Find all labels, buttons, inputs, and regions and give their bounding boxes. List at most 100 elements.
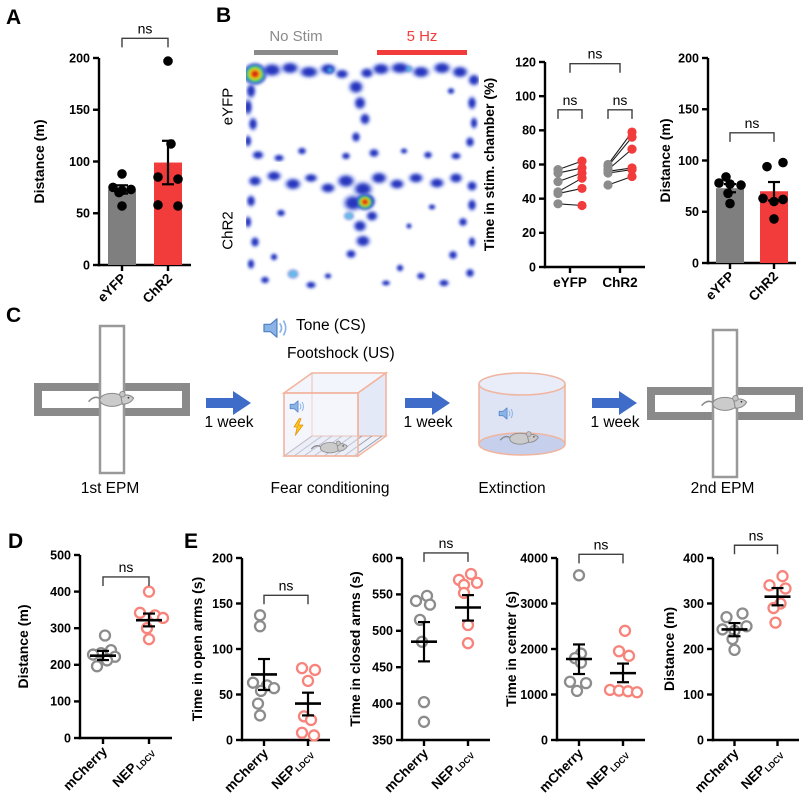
data-point bbox=[572, 569, 586, 582]
y-tick-label: 2000 bbox=[520, 642, 548, 656]
caption-extinction: Extinction bbox=[478, 480, 546, 497]
second-epm-illustration bbox=[647, 328, 803, 479]
data-point bbox=[163, 56, 173, 66]
heatmap-blob bbox=[342, 210, 355, 221]
y-tick-label: 400 bbox=[683, 551, 704, 565]
panel-a-label: A bbox=[6, 6, 22, 29]
heatmap-blob bbox=[271, 152, 286, 162]
y-tick-label: 300 bbox=[50, 622, 71, 636]
panel-d-distance-chart-svg: 0 100 200 300 400 500 Distance (m) mCherry NEPLD… bbox=[15, 548, 172, 793]
significance-label: ns bbox=[439, 535, 454, 551]
significance-label: ns bbox=[279, 577, 294, 593]
heatmap-blob bbox=[446, 86, 457, 96]
data-point bbox=[140, 622, 154, 635]
panel-e-closed-arms-chart-svg: 350 400 450 500 550 600 Time in closed arms (s… bbox=[347, 535, 490, 795]
heatmap-blob bbox=[427, 203, 438, 212]
panel-e-label: E bbox=[184, 530, 199, 553]
y-axis-title: Distance (m) bbox=[657, 118, 673, 202]
panel-d-label: D bbox=[8, 530, 24, 553]
y-tick-label: 60 bbox=[522, 158, 536, 172]
axis-labels: 0 50 100 150 200 Distance (m) eYFP ChR2 bbox=[657, 51, 781, 304]
data-points bbox=[553, 127, 637, 211]
significance-label: ns bbox=[588, 46, 603, 62]
data-points bbox=[409, 567, 484, 728]
heatmap-eyfp bbox=[246, 60, 479, 162]
data-point bbox=[90, 660, 104, 673]
y-tick-label: 20 bbox=[522, 226, 536, 240]
y-tick-label: 150 bbox=[69, 103, 90, 117]
data-point bbox=[627, 144, 637, 154]
significance-label: ns bbox=[563, 92, 578, 108]
significance-bracket bbox=[423, 552, 469, 562]
axes bbox=[707, 556, 799, 746]
y-tick-label: 50 bbox=[219, 688, 233, 702]
y-tick-label: 4000 bbox=[520, 551, 548, 565]
y-tick-label: 300 bbox=[683, 597, 704, 611]
heatmap-blob bbox=[249, 235, 262, 250]
data-point bbox=[470, 576, 484, 589]
x-category-label: mCherry bbox=[692, 745, 742, 795]
y-tick-label: 150 bbox=[212, 597, 233, 611]
data-point bbox=[295, 726, 309, 739]
significance-bracket bbox=[729, 132, 775, 142]
data-point bbox=[725, 198, 735, 209]
x-category-label: NEPLDCV bbox=[110, 743, 158, 791]
heatmap-blob bbox=[463, 266, 476, 279]
data-points bbox=[716, 570, 792, 657]
data-point bbox=[166, 139, 176, 149]
data-point bbox=[720, 611, 733, 624]
heatmap-blob bbox=[465, 178, 479, 193]
heatmap-blob bbox=[324, 65, 335, 75]
heatmap-blob bbox=[421, 149, 434, 160]
data-point bbox=[612, 645, 626, 658]
data-point bbox=[728, 643, 741, 657]
axis-labels: 0 100 200 300 400 500 Distance (m) mCherry NEPLD… bbox=[15, 548, 158, 793]
x-category-label: eYFP bbox=[703, 269, 737, 303]
y-tick-label: 550 bbox=[372, 588, 393, 602]
x-category-label: NEPLDCV bbox=[738, 745, 786, 793]
data-point bbox=[308, 663, 322, 677]
y-tick-label: 50 bbox=[76, 207, 90, 221]
significance-label: ns bbox=[745, 115, 760, 131]
panel-a-distance-chart: 0 50 100 150 200 Distance (m) eYFP ChR2 ns bbox=[4, 10, 209, 317]
heatmap-blob bbox=[274, 208, 287, 219]
y-tick-label: 50 bbox=[685, 205, 699, 219]
data-point bbox=[156, 611, 170, 625]
data-points bbox=[86, 585, 170, 673]
heatmap-blob bbox=[304, 280, 319, 291]
axes bbox=[74, 553, 172, 744]
y-tick-label: 100 bbox=[683, 688, 704, 702]
fear-conditioning-chamber bbox=[281, 371, 389, 458]
heatmap-blob bbox=[332, 67, 351, 81]
x-category-label: ChR2 bbox=[602, 275, 637, 290]
y-tick-label: 600 bbox=[372, 551, 393, 565]
data-point bbox=[577, 183, 587, 194]
data-point bbox=[563, 675, 577, 688]
data-point bbox=[126, 184, 136, 195]
heatmap-blob bbox=[467, 235, 477, 250]
x-category-label: mCherry bbox=[536, 745, 586, 795]
no-stim-label: No Stim bbox=[269, 28, 323, 45]
y-tick-label: 40 bbox=[522, 192, 536, 206]
panel-e-center-chart-svg: 0 1000 2000 3000 4000 Time in center (s) mCher… bbox=[503, 536, 645, 795]
heatmap-blob bbox=[463, 134, 476, 149]
data-point bbox=[142, 633, 156, 646]
y-tick-label: 200 bbox=[683, 642, 704, 656]
y-axis-title: Time in closed arms (s) bbox=[347, 571, 363, 726]
significance-bracket bbox=[263, 594, 309, 605]
heatmap-blob bbox=[268, 252, 279, 263]
no-stim-bar bbox=[254, 50, 338, 55]
axes bbox=[396, 556, 490, 746]
heatmap-blob bbox=[405, 221, 414, 230]
significance-label: ns bbox=[613, 92, 628, 108]
panel-b-stim-chamber-chart-svg: 0 20 40 60 80 100 120 Time in stim. chamber (%)… bbox=[481, 46, 645, 290]
extinction-chamber bbox=[478, 372, 566, 456]
caption-first-epm: 1st EPM bbox=[80, 480, 140, 497]
data-point bbox=[464, 567, 478, 581]
data-point bbox=[114, 187, 124, 198]
significance-label: ns bbox=[119, 559, 134, 575]
heatmap-blob bbox=[246, 115, 259, 134]
panel-c-label: C bbox=[6, 304, 22, 327]
five-hz-bar bbox=[377, 50, 467, 55]
